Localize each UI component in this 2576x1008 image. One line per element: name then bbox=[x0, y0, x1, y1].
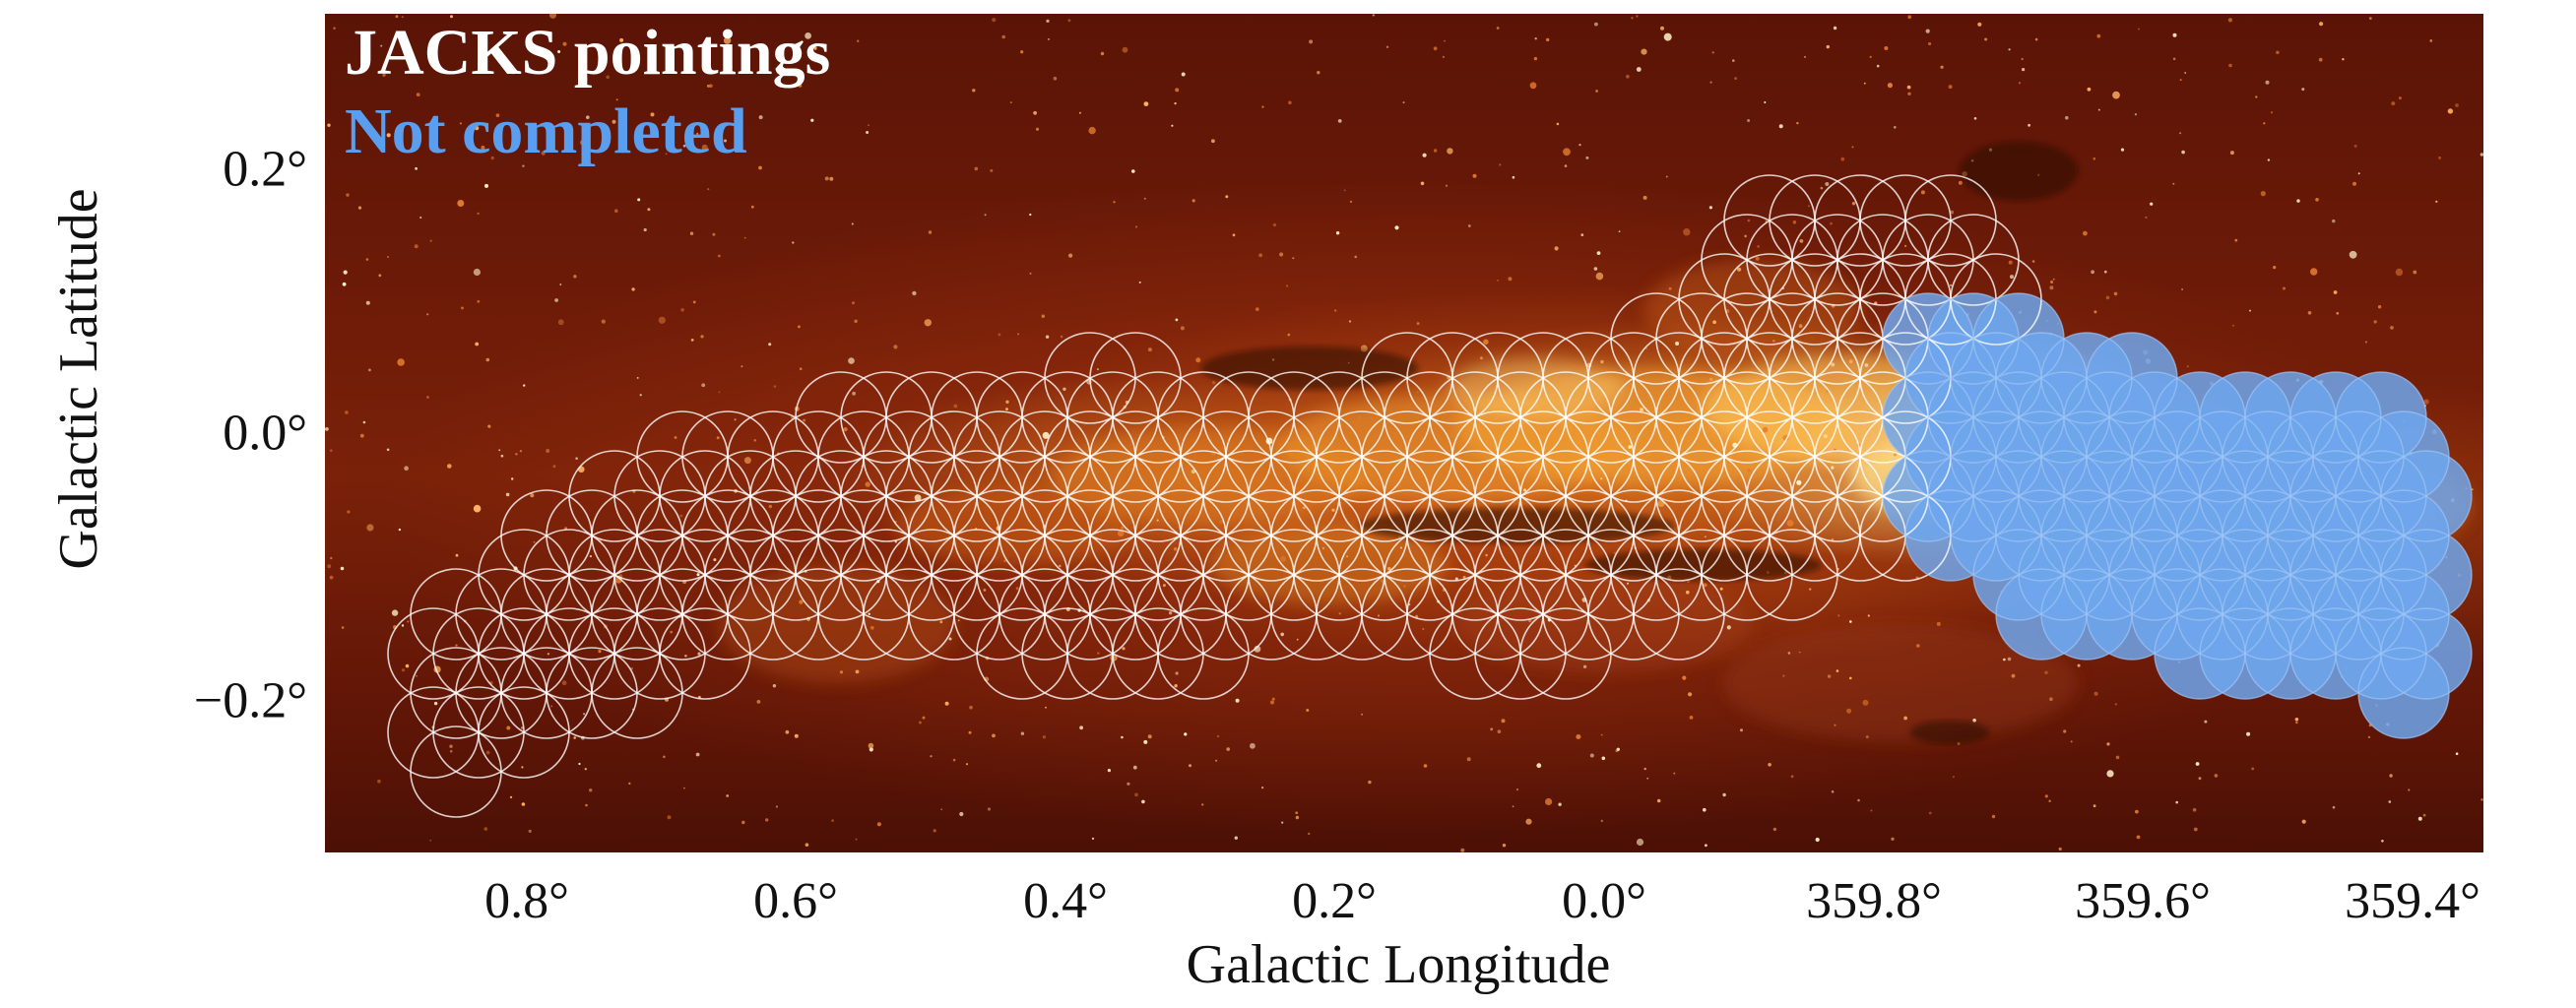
y-tick-label: 0.0° bbox=[223, 405, 307, 462]
jacks-pointing bbox=[1746, 529, 1838, 621]
y-tick-label: 0.2° bbox=[223, 141, 307, 198]
x-tick-label: 359.8° bbox=[1806, 873, 1942, 929]
x-tick-label: 0.2° bbox=[1292, 873, 1377, 929]
x-tick-label: 359.6° bbox=[2075, 873, 2211, 929]
legend-not-completed: Not completed bbox=[345, 95, 747, 167]
x-axis-label: Galactic Longitude bbox=[1186, 934, 1611, 995]
galactic-center-image bbox=[325, 14, 2483, 852]
jacks-pointing bbox=[1112, 607, 1204, 700]
jacks-pointing bbox=[1519, 607, 1612, 700]
x-tick-label: 359.4° bbox=[2345, 873, 2480, 929]
x-tick-label: 0.8° bbox=[484, 873, 569, 929]
jacks-pointing bbox=[1157, 607, 1250, 700]
x-tick-label: 0.6° bbox=[753, 873, 838, 929]
jacks-pointing bbox=[591, 647, 683, 739]
jacks-pointing bbox=[1633, 568, 1725, 661]
jacks-pointing bbox=[410, 725, 502, 818]
legend-jacks-pointings: JACKS pointings bbox=[345, 17, 831, 89]
jacks-pointing bbox=[1474, 607, 1567, 700]
x-tick-label: 0.0° bbox=[1562, 873, 1646, 929]
pointings-overlay bbox=[325, 14, 2483, 852]
x-tick-label: 0.4° bbox=[1023, 873, 1108, 929]
y-axis-label: Galactic Latitude bbox=[48, 188, 109, 570]
y-tick-label: −0.2° bbox=[193, 672, 307, 729]
